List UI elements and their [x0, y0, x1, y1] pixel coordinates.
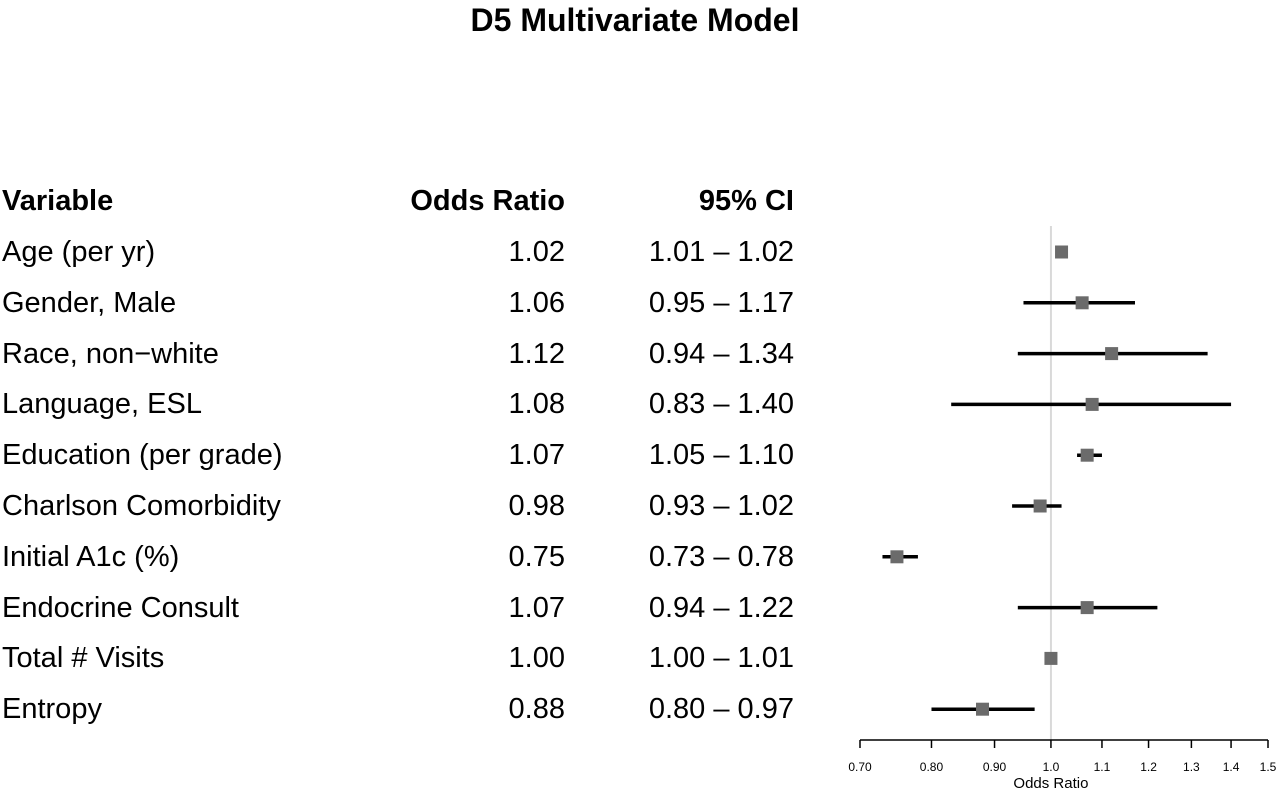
row-ci: 0.83 – 1.40 — [648, 388, 794, 421]
row-odds-ratio: 1.08 — [508, 388, 565, 421]
row-ci: 0.95 – 1.17 — [648, 286, 794, 319]
row-odds-ratio: 1.02 — [508, 236, 565, 268]
row-odds-ratio: 0.75 — [508, 540, 565, 573]
row-ci: 1.05 – 1.10 — [648, 439, 794, 472]
x-tick-label: 0.80 — [920, 760, 944, 774]
x-tick-label: 1.4 — [1223, 760, 1240, 774]
row-variable: Endocrine Consult — [2, 591, 239, 624]
row-ci: 0.73 – 0.78 — [648, 540, 794, 573]
row-odds-ratio: 1.00 — [508, 642, 565, 675]
header-variable: Variable — [2, 185, 114, 217]
row-variable: Initial A1c (%) — [2, 540, 180, 573]
row-ci: 0.80 – 0.97 — [648, 693, 794, 726]
or-marker — [1075, 296, 1089, 310]
row-ci: 1.00 – 1.01 — [648, 642, 794, 675]
row-odds-ratio: 0.98 — [508, 490, 565, 522]
x-tick-label: 0.70 — [848, 760, 872, 774]
x-axis-label: Odds Ratio — [1013, 775, 1088, 790]
x-tick-label: 1.1 — [1094, 760, 1111, 774]
row-variable: Language, ESL — [2, 388, 202, 421]
or-marker — [1085, 397, 1099, 411]
x-tick-label: 1.0 — [1043, 760, 1060, 774]
or-marker — [1055, 245, 1069, 259]
or-marker — [1105, 347, 1119, 361]
or-marker — [890, 550, 904, 564]
x-tick-label: 1.3 — [1183, 760, 1200, 774]
row-variable: Entropy — [2, 693, 102, 726]
row-variable: Gender, Male — [2, 286, 177, 319]
or-marker — [1033, 499, 1047, 513]
chart-title: D5 Multivariate Model — [470, 2, 800, 38]
row-ci: 1.01 – 1.02 — [648, 236, 794, 268]
row-ci: 0.93 – 1.02 — [648, 490, 794, 522]
row-variable: Age (per yr) — [2, 236, 156, 268]
row-ci: 0.94 – 1.22 — [648, 591, 794, 624]
x-tick-label: 0.90 — [983, 760, 1007, 774]
header-odds-ratio: Odds Ratio — [410, 185, 565, 217]
x-tick-label: 1.2 — [1140, 760, 1157, 774]
or-marker — [1080, 448, 1094, 462]
row-odds-ratio: 1.12 — [508, 337, 565, 370]
x-tick-label: 1.5 — [1260, 760, 1277, 774]
row-odds-ratio: 1.07 — [508, 591, 565, 624]
or-marker — [1080, 601, 1094, 615]
row-variable: Charlson Comorbidity — [2, 490, 281, 522]
or-marker — [976, 702, 990, 716]
row-odds-ratio: 1.06 — [508, 286, 565, 319]
row-ci: 0.94 – 1.34 — [648, 337, 794, 370]
row-odds-ratio: 1.07 — [508, 439, 565, 472]
row-variable: Total # Visits — [2, 642, 165, 675]
row-variable: Race, non−white — [2, 337, 219, 370]
row-odds-ratio: 0.88 — [508, 693, 565, 726]
header-ci: 95% CI — [698, 185, 794, 217]
or-marker — [1044, 651, 1058, 665]
row-variable: Education (per grade) — [2, 439, 283, 472]
